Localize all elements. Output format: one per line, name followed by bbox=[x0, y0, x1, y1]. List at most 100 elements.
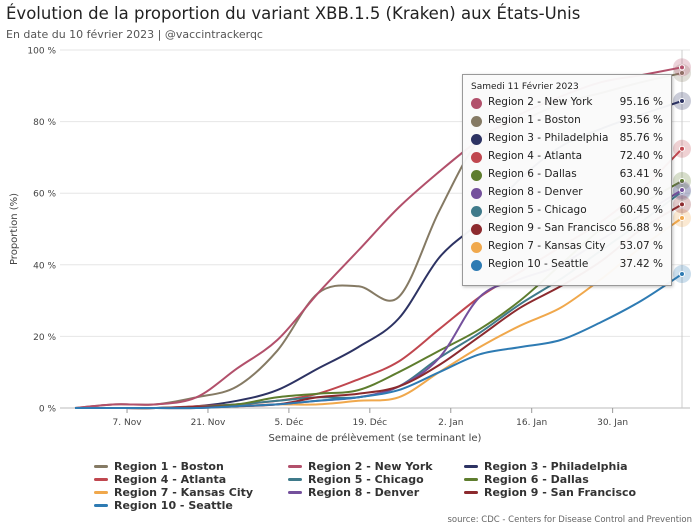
y-tick-label: 0 % bbox=[39, 405, 57, 415]
tooltip-value: 95.16 % bbox=[619, 96, 663, 108]
tooltip-series-name: Region 4 - Atlanta bbox=[488, 150, 583, 162]
tooltip-value: 37.42 % bbox=[619, 258, 663, 270]
tooltip-dot bbox=[471, 224, 482, 235]
data-point-region-1-boston bbox=[679, 70, 685, 77]
tooltip-value: 93.56 % bbox=[619, 114, 663, 126]
tooltip-row: Region 5 - Chicago 60.45 % bbox=[471, 204, 666, 222]
tooltip-dot bbox=[471, 242, 482, 253]
tooltip-dot bbox=[471, 188, 482, 199]
x-tick-label: 30. Jan bbox=[597, 418, 628, 428]
legend-label: Region 8 - Denver bbox=[308, 486, 420, 499]
legend-label: Region 7 - Kansas City bbox=[114, 486, 254, 499]
legend-item[interactable]: Region 10 - Seattle bbox=[94, 499, 233, 512]
tooltip-dot bbox=[471, 98, 482, 109]
tooltip-row: Region 10 - Seattle 37.42 % bbox=[471, 258, 666, 276]
legend-swatch bbox=[94, 465, 108, 468]
y-axis-title: Proportion (%) bbox=[9, 193, 20, 265]
legend-label: Region 9 - San Francisco bbox=[484, 486, 637, 499]
data-point-region-9-san-francisco bbox=[679, 201, 685, 208]
legend-swatch bbox=[464, 478, 478, 481]
x-tick-label: 5. Déc bbox=[274, 417, 303, 428]
tooltip-row: Region 3 - Philadelphia 85.76 % bbox=[471, 132, 666, 150]
tooltip-series-name: Region 7 - Kansas City bbox=[488, 240, 606, 252]
legend-swatch bbox=[94, 491, 108, 494]
tooltip-row: Region 7 - Kansas City 53.07 % bbox=[471, 240, 666, 258]
legend-swatch bbox=[464, 491, 478, 494]
tooltip-series-name: Region 1 - Boston bbox=[488, 114, 581, 126]
tooltip-date: Samedi 11 Février 2023 bbox=[471, 82, 579, 92]
x-tick-label: 16. Jan bbox=[516, 418, 547, 428]
x-tick-label: 7. Nov bbox=[113, 418, 143, 428]
legend-label: Region 6 - Dallas bbox=[484, 473, 589, 486]
tooltip-row: Region 9 - San Francisco 56.88 % bbox=[471, 222, 666, 240]
x-tick-label: 21. Nov bbox=[191, 418, 226, 428]
legend-item[interactable]: Region 3 - Philadelphia bbox=[464, 460, 628, 473]
tooltip-value: 60.45 % bbox=[619, 204, 663, 216]
x-axis-title: Semaine de prélèvement (se terminant le) bbox=[269, 432, 482, 444]
tooltip-row: Region 4 - Atlanta 72.40 % bbox=[471, 150, 666, 168]
tooltip-dot bbox=[471, 116, 482, 127]
hover-tooltip: Samedi 11 Février 2023 Region 2 - New Yo… bbox=[462, 74, 672, 286]
tooltip-value: 53.07 % bbox=[619, 240, 663, 252]
tooltip-row: Region 2 - New York 95.16 % bbox=[471, 96, 666, 114]
data-point-region-4-atlanta bbox=[679, 145, 685, 152]
tooltip-row: Region 6 - Dallas 63.41 % bbox=[471, 168, 666, 186]
tooltip-value: 56.88 % bbox=[619, 222, 663, 234]
y-tick-label: 20 % bbox=[33, 333, 56, 343]
tooltip-series-name: Region 2 - New York bbox=[488, 96, 593, 108]
tooltip-dot bbox=[471, 134, 482, 145]
legend-label: Region 5 - Chicago bbox=[308, 473, 424, 486]
tooltip-dot bbox=[471, 206, 482, 217]
series-line-region-10-seattle bbox=[75, 273, 683, 410]
legend-label: Region 1 - Boston bbox=[114, 460, 224, 473]
tooltip-series-name: Region 5 - Chicago bbox=[488, 204, 587, 216]
legend-item[interactable]: Region 8 - Denver bbox=[288, 486, 419, 499]
tooltip-dot bbox=[471, 260, 482, 271]
y-tick-label: 100 % bbox=[27, 47, 56, 57]
data-point-region-2-new-york bbox=[679, 64, 685, 71]
data-point-region-6-dallas bbox=[679, 177, 685, 184]
legend-swatch bbox=[464, 465, 478, 468]
y-tick-label: 40 % bbox=[33, 261, 56, 271]
legend-swatch bbox=[288, 491, 302, 494]
tooltip-value: 60.90 % bbox=[619, 186, 663, 198]
data-point-region-8-denver bbox=[679, 186, 685, 193]
legend-item[interactable]: Region 4 - Atlanta bbox=[94, 473, 226, 486]
tooltip-series-name: Region 6 - Dallas bbox=[488, 168, 577, 180]
legend-swatch bbox=[94, 504, 108, 507]
y-tick-label: 80 % bbox=[33, 118, 56, 128]
legend-label: Region 3 - Philadelphia bbox=[484, 460, 628, 473]
data-point-region-3-philadelphia bbox=[679, 97, 685, 104]
tooltip-value: 85.76 % bbox=[619, 132, 663, 144]
tooltip-dot bbox=[471, 152, 482, 163]
tooltip-series-name: Region 10 - Seattle bbox=[488, 258, 589, 270]
legend-item[interactable]: Region 7 - Kansas City bbox=[94, 486, 253, 499]
tooltip-value: 72.40 % bbox=[619, 150, 663, 162]
chart-title: Évolution de la proportion du variant XB… bbox=[6, 4, 581, 23]
tooltip-dot bbox=[471, 170, 482, 181]
chart-subtitle: En date du 10 février 2023 | @vaccintrac… bbox=[6, 28, 263, 41]
legend-swatch bbox=[94, 478, 108, 481]
legend-swatch bbox=[288, 465, 302, 468]
tooltip-row: Region 1 - Boston 93.56 % bbox=[471, 114, 666, 132]
tooltip-series-name: Region 8 - Denver bbox=[488, 186, 583, 198]
tooltip-series-name: Region 9 - San Francisco bbox=[488, 222, 617, 234]
legend-swatch bbox=[288, 478, 302, 481]
source-credit: source: CDC - Centers for Disease Contro… bbox=[447, 515, 692, 525]
data-point-region-7-kansas-city bbox=[679, 215, 685, 222]
data-point-region-10-seattle bbox=[679, 271, 685, 278]
tooltip-row: Region 8 - Denver 60.90 % bbox=[471, 186, 666, 204]
tooltip-series-name: Region 3 - Philadelphia bbox=[488, 132, 609, 144]
legend-label: Region 4 - Atlanta bbox=[114, 473, 227, 486]
legend-item[interactable]: Region 2 - New York bbox=[288, 460, 433, 473]
legend-item[interactable]: Region 5 - Chicago bbox=[288, 473, 424, 486]
y-tick-label: 60 % bbox=[33, 190, 56, 200]
x-tick-label: 19. Déc bbox=[353, 417, 388, 428]
legend-item[interactable]: Region 6 - Dallas bbox=[464, 473, 589, 486]
legend-item[interactable]: Region 9 - San Francisco bbox=[464, 486, 636, 499]
legend-label: Region 10 - Seattle bbox=[114, 499, 233, 512]
legend-item[interactable]: Region 1 - Boston bbox=[94, 460, 224, 473]
tooltip-value: 63.41 % bbox=[619, 168, 663, 180]
legend-label: Region 2 - New York bbox=[308, 460, 433, 473]
